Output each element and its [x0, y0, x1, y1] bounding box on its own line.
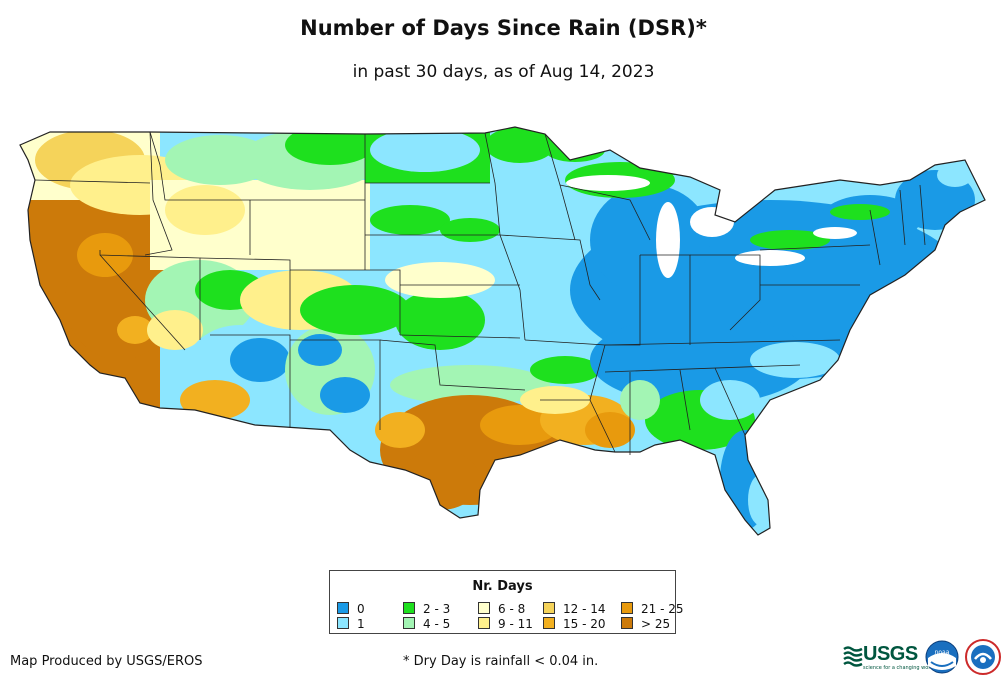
legend-label: 12 - 14: [563, 602, 606, 616]
legend-title: Nr. Days: [472, 579, 533, 594]
legend-label: 15 - 20: [563, 617, 606, 631]
usgs-logo-text: USGS: [863, 643, 918, 665]
legend-item: 6 - 8: [478, 602, 525, 616]
usgs-tagline: science for a changing world: [863, 665, 935, 671]
footnote-text: * Dry Day is rainfall < 0.04 in.: [403, 654, 599, 669]
usgs-logo-icon: [843, 646, 863, 667]
map-title: Number of Days Since Rain (DSR)*: [300, 16, 707, 40]
legend-item: 1: [337, 617, 365, 631]
state-boundaries: [34, 131, 926, 455]
legend-swatch: [543, 602, 555, 614]
legend-item: 4 - 5: [403, 617, 450, 631]
legend-label: 6 - 8: [498, 602, 526, 616]
legend-label: > 25: [641, 617, 671, 631]
legend-item: > 25: [621, 617, 670, 631]
credit-text: Map Produced by USGS/EROS: [10, 654, 203, 669]
legend-item: 21 - 25: [621, 602, 684, 616]
legend-item: 2 - 3: [403, 602, 450, 616]
legend-label: 4 - 5: [423, 617, 451, 631]
us-outline: [19, 126, 986, 536]
legend-swatch: [403, 617, 415, 629]
legend-item: 15 - 20: [543, 617, 606, 631]
map-subtitle: in past 30 days, as of Aug 14, 2023: [352, 62, 655, 82]
legend-swatch: [337, 602, 349, 614]
legend-item: 0: [337, 602, 365, 616]
legend-swatch: [478, 617, 490, 629]
legend-label: 2 - 3: [423, 602, 451, 616]
legend-swatch: [621, 602, 633, 614]
legend-item: 9 - 11: [478, 617, 533, 631]
noaa-logo-icon: noaa: [925, 640, 959, 674]
agency-logos: USGS science for a changing world noaa: [843, 637, 1003, 677]
nws-logo-icon: [965, 639, 1001, 675]
legend-swatch: [337, 617, 349, 629]
legend-swatch: [478, 602, 490, 614]
legend-label: 21 - 25: [641, 602, 684, 616]
legend-swatch: [621, 617, 633, 629]
legend-swatch: [543, 617, 555, 629]
us-dsr-map: [19, 126, 986, 536]
legend-label: 1: [357, 617, 365, 631]
rainfall-choropleth: [20, 127, 985, 535]
legend-swatch: [403, 602, 415, 614]
legend-item: 12 - 14: [543, 602, 606, 616]
legend-label: 9 - 11: [498, 617, 533, 631]
noaa-logo-text: noaa: [935, 649, 950, 656]
legend-label: 0: [357, 602, 365, 616]
